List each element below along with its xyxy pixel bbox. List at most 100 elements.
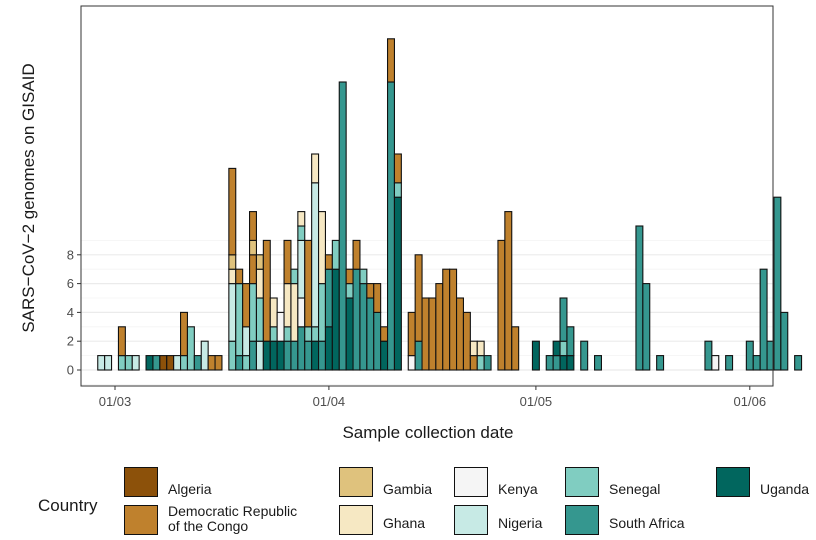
bar-segment <box>566 326 575 357</box>
y-axis-title: SARS−CoV−2 genomes on GISAID <box>19 63 38 332</box>
bar-segment <box>759 268 768 371</box>
bar-segment <box>469 340 478 357</box>
y-tick-label: 6 <box>67 276 74 291</box>
bar-segment <box>97 355 106 371</box>
bar-segment <box>352 268 361 371</box>
y-tick-label: 0 <box>67 363 74 378</box>
bar-segment <box>228 283 237 342</box>
bar-segment <box>449 268 458 371</box>
bar-segment <box>393 153 402 184</box>
bar-segment <box>297 326 306 371</box>
bar-segment <box>131 355 140 371</box>
bar-segment <box>580 340 589 371</box>
legend-key-uganda <box>716 467 750 497</box>
legend-label-uganda: Uganda <box>760 482 810 497</box>
legend-key-south-africa <box>565 505 599 535</box>
bar-segment <box>290 283 299 342</box>
bar-segment <box>317 283 326 342</box>
y-tick-label: 2 <box>67 334 74 349</box>
bar-segment <box>255 254 264 270</box>
bar-segment <box>656 355 665 371</box>
bar-segment <box>386 38 395 83</box>
bar-segment <box>593 355 602 371</box>
bar-segment <box>331 239 340 270</box>
bar-segment <box>235 283 244 357</box>
bar-segment <box>462 311 471 371</box>
bar-segment <box>304 239 313 328</box>
y-tick-label: 4 <box>67 305 74 320</box>
bar-segment <box>283 340 292 371</box>
bar-segment <box>311 340 320 371</box>
legend-key-senegal <box>565 467 599 497</box>
bar-segment <box>373 283 382 313</box>
legend-key-drc <box>124 505 158 535</box>
bar-segment <box>117 355 126 371</box>
bar-segment <box>552 355 561 371</box>
bar-segment <box>504 211 513 371</box>
bar-segment <box>249 340 258 371</box>
bar-segment <box>752 355 761 371</box>
bar-segment <box>559 355 568 371</box>
bar-segment <box>228 340 237 371</box>
bar-segment <box>704 340 713 371</box>
bar-segment <box>283 326 292 342</box>
bar-segment <box>283 239 292 285</box>
bar-segment <box>235 268 244 285</box>
bar-segment <box>407 355 416 371</box>
bar-segment <box>124 355 133 371</box>
x-tick-label: 01/06 <box>734 394 767 409</box>
bar-segment <box>359 283 368 371</box>
legend-label-gambia: Gambia <box>383 481 433 497</box>
stacked-bar-chart: 0 2 4 6 8 01/03 01/04 01/05 01/06 Sample collec… <box>19 5 803 442</box>
bar-segment <box>745 340 754 371</box>
bar-segment <box>242 283 251 328</box>
bar-segment <box>559 340 568 357</box>
bar-segment <box>476 355 485 371</box>
bar-segment <box>407 311 416 357</box>
bar-segment <box>380 340 389 371</box>
bar-segment <box>214 355 223 371</box>
bar-segment <box>276 340 285 371</box>
bar-segment <box>552 340 561 357</box>
bar-segment <box>235 355 244 371</box>
bar-segment <box>338 81 347 371</box>
bar-segment <box>366 297 375 371</box>
bar-segment <box>269 326 278 342</box>
bar-segment <box>711 355 720 371</box>
bar-segment <box>435 283 444 371</box>
bar-segment <box>249 283 258 342</box>
legend-label-south-africa: South Africa <box>609 515 685 531</box>
bar-segment <box>242 355 251 371</box>
bar-segment <box>262 340 271 371</box>
x-axis-title: Sample collection date <box>342 423 513 442</box>
bar-segment <box>145 355 154 371</box>
bar-segment <box>249 211 258 241</box>
legend-key-nigeria <box>454 505 488 535</box>
bar-segment <box>207 355 216 371</box>
bar-segment <box>304 326 313 342</box>
bar-segment <box>290 268 299 285</box>
bar-segment <box>511 326 520 371</box>
bar-segment <box>180 355 189 371</box>
bar-segment <box>559 297 568 342</box>
legend-title: Country <box>38 496 98 515</box>
bar-segment <box>442 268 451 371</box>
bar-segment <box>297 239 306 299</box>
bar-segment <box>262 239 271 342</box>
legend-key-algeria <box>124 467 158 497</box>
bar-segment <box>725 355 734 371</box>
bar-segment <box>324 326 333 371</box>
bar-segment <box>255 268 264 299</box>
bar-segment <box>635 225 644 371</box>
bar-segment <box>345 268 354 285</box>
bar-segment <box>297 225 306 241</box>
x-tick-label: 01/03 <box>99 394 132 409</box>
bar-segment <box>317 211 326 285</box>
bar-segment <box>249 254 258 285</box>
bar-segment <box>331 268 340 371</box>
bar-segment <box>304 340 313 371</box>
bar-segment <box>421 297 430 371</box>
bar-segment <box>366 283 375 299</box>
bar-segment <box>414 254 423 342</box>
bar-segment <box>228 254 237 270</box>
